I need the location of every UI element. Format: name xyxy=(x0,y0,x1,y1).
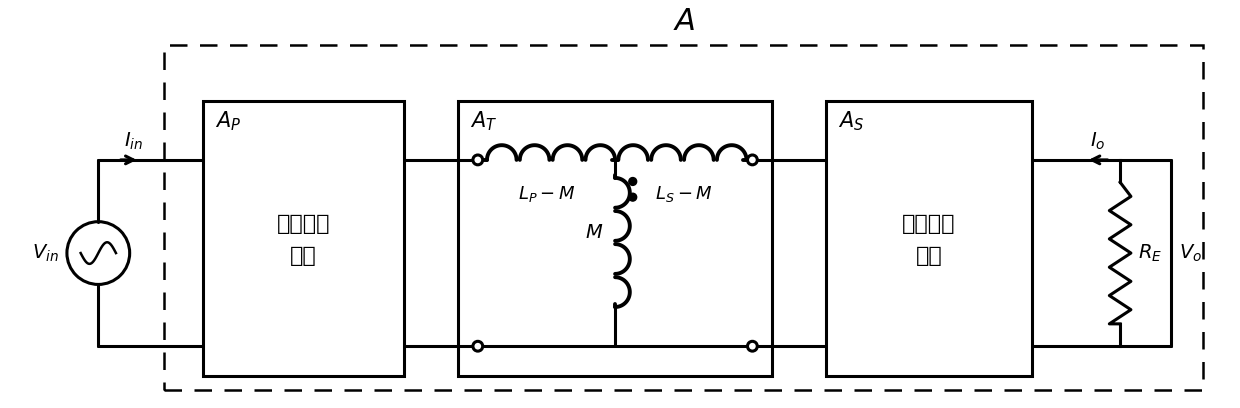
Bar xyxy=(826,101,1032,376)
Circle shape xyxy=(472,341,482,351)
Bar xyxy=(459,101,773,376)
Text: $A$: $A$ xyxy=(672,6,694,37)
Circle shape xyxy=(629,193,636,201)
Text: $V_o$: $V_o$ xyxy=(1179,242,1202,264)
Text: $L_S-M$: $L_S-M$ xyxy=(655,184,713,204)
Text: $V_{in}$: $V_{in}$ xyxy=(32,242,60,264)
Text: 副边补偿: 副边补偿 xyxy=(903,214,956,234)
Circle shape xyxy=(748,155,758,165)
Text: $M$: $M$ xyxy=(585,224,604,242)
Bar xyxy=(164,45,1204,390)
Text: $A_P$: $A_P$ xyxy=(215,109,242,133)
Text: $I_{in}$: $I_{in}$ xyxy=(124,131,144,152)
Circle shape xyxy=(472,155,482,165)
Text: $I_o$: $I_o$ xyxy=(1090,131,1106,152)
Bar xyxy=(203,101,404,376)
Text: $R_E$: $R_E$ xyxy=(1138,242,1162,264)
Text: $A_T$: $A_T$ xyxy=(470,109,497,133)
Circle shape xyxy=(629,177,636,185)
Circle shape xyxy=(748,341,758,351)
Text: $L_P-M$: $L_P-M$ xyxy=(518,184,575,204)
Text: 电路: 电路 xyxy=(915,246,942,266)
Text: $A_S$: $A_S$ xyxy=(838,109,864,133)
Text: 电路: 电路 xyxy=(290,246,317,266)
Text: 原边补偿: 原边补偿 xyxy=(277,214,331,234)
